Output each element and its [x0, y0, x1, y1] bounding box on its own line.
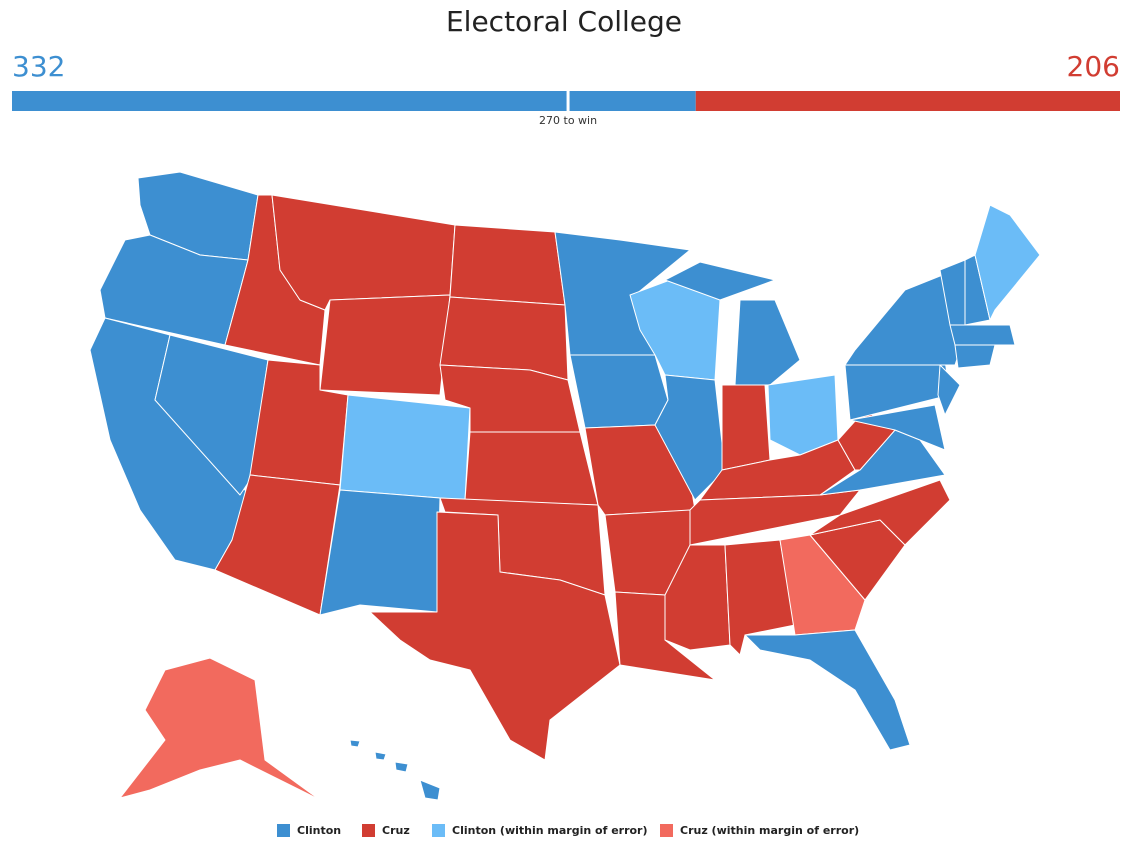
legend-swatch [362, 824, 375, 837]
state [369, 511, 621, 761]
cruz-bar [695, 91, 1120, 111]
title: Electoral College [446, 5, 682, 38]
legend-label: Cruz [382, 824, 410, 837]
state [339, 394, 471, 501]
state [374, 751, 387, 761]
state [214, 474, 341, 616]
state [154, 334, 269, 496]
threshold-label: 270 to win [539, 114, 597, 127]
state [569, 354, 669, 429]
state [937, 364, 961, 416]
legend-label: Clinton (within margin of error) [452, 824, 648, 837]
state [974, 204, 1041, 321]
state [449, 224, 566, 306]
state [349, 739, 361, 748]
legend-label: Clinton [297, 824, 341, 837]
state [779, 534, 866, 636]
state [954, 344, 996, 369]
legend: Clinton Cruz Clinton (within margin of err… [277, 824, 859, 837]
legend-swatch [432, 824, 445, 837]
clinton-bar [12, 91, 696, 111]
state [664, 261, 776, 301]
us-map [89, 171, 1041, 801]
state [767, 374, 839, 456]
state [271, 194, 456, 311]
tally-bar: 270 to win [12, 91, 1120, 127]
state [949, 324, 1016, 346]
legend-swatch [660, 824, 673, 837]
legend-swatch [277, 824, 290, 837]
state [849, 404, 946, 451]
state [654, 374, 726, 501]
cruz-total: 206 [1067, 50, 1120, 83]
state [319, 489, 441, 616]
clinton-total: 332 [12, 50, 65, 83]
state [419, 779, 441, 801]
state [809, 479, 951, 546]
state [744, 629, 911, 751]
state [394, 761, 409, 773]
state [119, 657, 321, 801]
state [464, 431, 599, 506]
state [734, 299, 801, 386]
state [721, 384, 771, 471]
state [319, 294, 451, 396]
legend-label: Cruz (within margin of error) [680, 824, 859, 837]
